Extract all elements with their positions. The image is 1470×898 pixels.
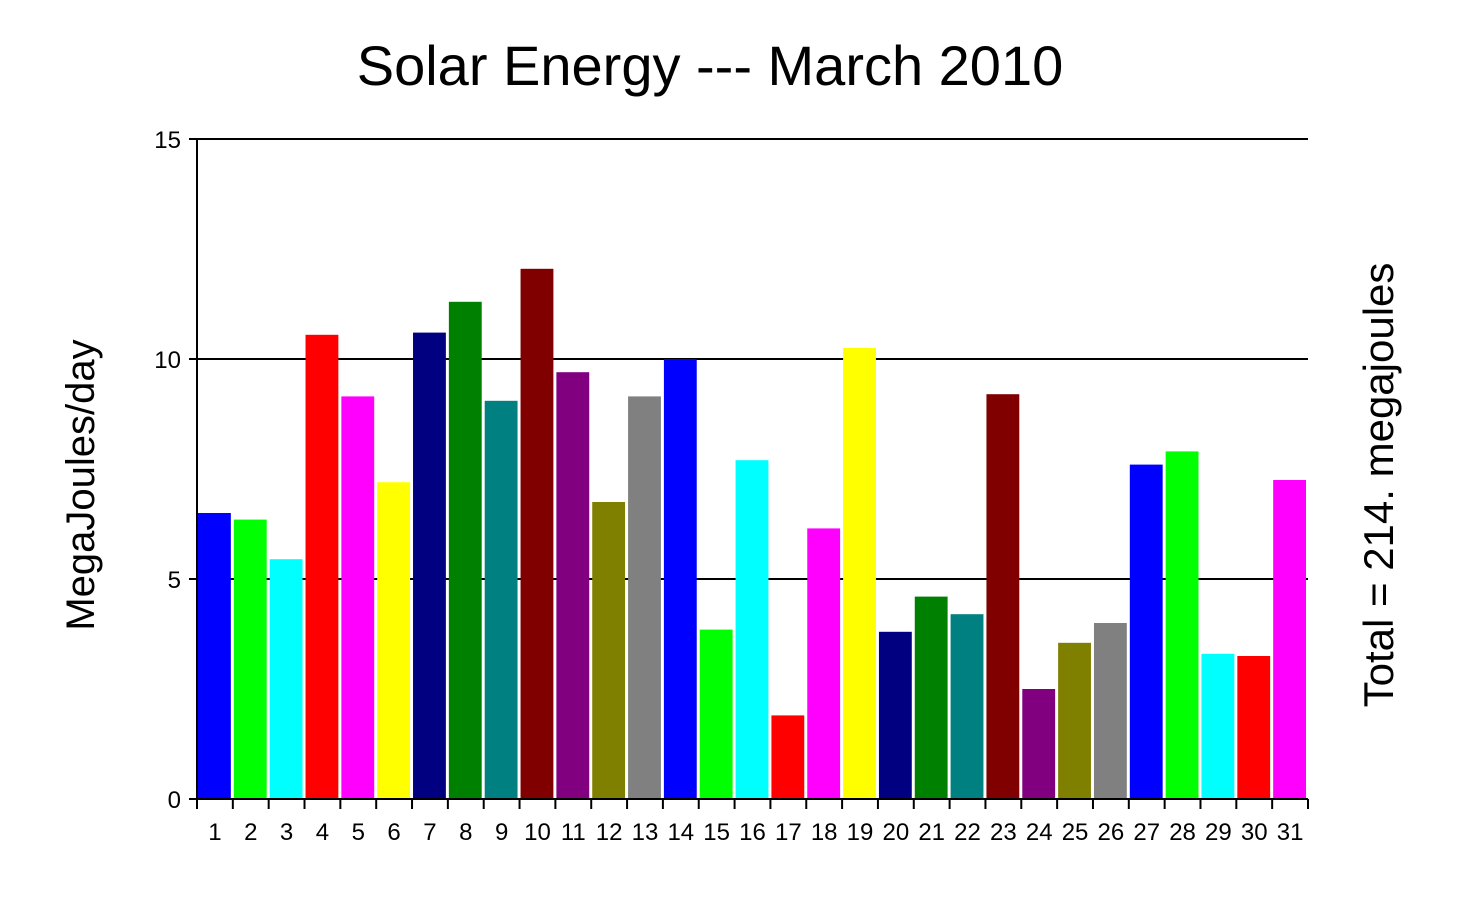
x-tick-label-7: 7	[423, 819, 436, 846]
x-tick-label-19: 19	[847, 819, 874, 846]
x-tick-label-24: 24	[1026, 819, 1053, 846]
bar-day-5	[341, 396, 375, 799]
y-tick-labels: 0 5 10 15	[154, 127, 181, 814]
x-tick-label-6: 6	[387, 819, 400, 846]
bar-day-18	[807, 528, 841, 799]
y-tick-label-5: 5	[168, 567, 181, 594]
bar-day-22	[950, 614, 984, 799]
bar-day-25	[1058, 642, 1091, 799]
x-tick-label-3: 3	[280, 819, 293, 846]
bar-day-2	[233, 519, 267, 799]
x-tick-label-25: 25	[1062, 819, 1089, 846]
axes	[189, 138, 1309, 809]
bar-day-27	[1129, 464, 1163, 799]
x-tick-label-1: 1	[208, 819, 221, 846]
x-tick-label-27: 27	[1133, 819, 1160, 846]
bar-day-4	[305, 334, 339, 799]
bar-day-17	[771, 715, 805, 799]
x-tick-label-18: 18	[811, 819, 838, 846]
x-tick-label-14: 14	[667, 819, 694, 846]
x-tick-label-10: 10	[524, 819, 551, 846]
bar-day-24	[1022, 689, 1056, 799]
bar-day-8	[448, 301, 482, 799]
bar-day-15	[699, 629, 733, 799]
total-annotation: Total = 214. megajoules	[1355, 263, 1402, 708]
x-tick-label-20: 20	[882, 819, 909, 846]
bar-day-23	[986, 394, 1020, 799]
bar-day-1	[198, 513, 231, 799]
bar-day-11	[556, 372, 590, 799]
bar-day-19	[843, 348, 876, 799]
x-tick-label-26: 26	[1098, 819, 1125, 846]
x-tick-label-12: 12	[596, 819, 623, 846]
bar-day-21	[914, 596, 948, 799]
bar-day-30	[1237, 656, 1271, 799]
bar-day-10	[520, 268, 554, 799]
x-tick-label-13: 13	[632, 819, 659, 846]
x-tick-label-21: 21	[918, 819, 945, 846]
x-tick-label-29: 29	[1205, 819, 1232, 846]
bar-day-13	[628, 396, 661, 799]
bar-day-6	[377, 482, 411, 799]
bar-day-28	[1165, 451, 1199, 799]
x-tick-label-22: 22	[954, 819, 981, 846]
x-tick-label-5: 5	[352, 819, 365, 846]
bar-day-14	[663, 359, 697, 799]
bar-day-26	[1093, 623, 1127, 799]
x-tick-label-8: 8	[459, 819, 472, 846]
x-tick-label-17: 17	[775, 819, 802, 846]
bar-day-31	[1273, 480, 1306, 799]
x-tick-label-16: 16	[739, 819, 766, 846]
bar-day-29	[1201, 653, 1235, 799]
x-tick-label-2: 2	[244, 819, 257, 846]
bar-day-12	[592, 502, 626, 799]
y-tick-label-15: 15	[154, 127, 181, 154]
bar-day-16	[735, 460, 769, 799]
bar-day-3	[269, 559, 303, 799]
bar-day-9	[484, 400, 518, 799]
x-tick-label-15: 15	[703, 819, 730, 846]
bars	[198, 268, 1306, 799]
x-tick-label-4: 4	[316, 819, 329, 846]
x-tick-label-30: 30	[1241, 819, 1268, 846]
y-axis-label: MegaJoules/day	[59, 339, 103, 630]
x-tick-label-31: 31	[1277, 819, 1304, 846]
x-tick-label-23: 23	[990, 819, 1017, 846]
x-tick-label-11: 11	[561, 819, 586, 846]
bar-day-20	[878, 631, 912, 799]
x-tick-labels: 1 2 3 4 5 6 7 8 9 10 11 12 13 14 15 16 17 18 19 20 21 22 23 24 2…	[208, 819, 1303, 846]
chart-title: Solar Energy --- March 2010	[357, 34, 1064, 97]
x-tick-label-9: 9	[495, 819, 508, 846]
bar-day-7	[413, 332, 446, 799]
y-tick-label-10: 10	[154, 347, 181, 374]
y-tick-label-0: 0	[168, 787, 181, 814]
x-tick-label-28: 28	[1169, 819, 1196, 846]
